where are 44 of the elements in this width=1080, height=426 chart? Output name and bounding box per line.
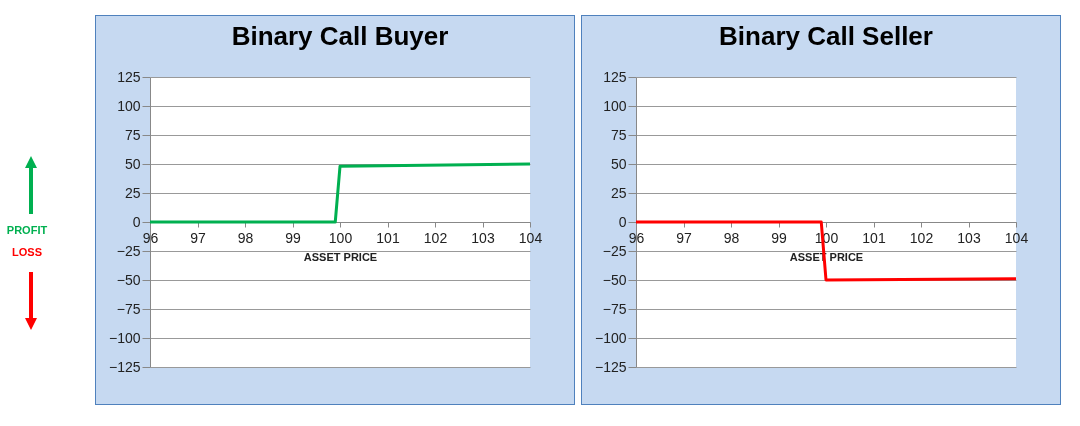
y-tick-label: 75 [610, 126, 627, 143]
x-tick-label: 99 [771, 229, 787, 246]
y-tick-label: −25 [116, 242, 141, 259]
y-tick-label: 125 [117, 68, 141, 85]
x-tick-label: 101 [376, 229, 400, 246]
x-tick-label: 100 [328, 229, 353, 246]
x-tick-label: 98 [723, 229, 740, 246]
y-tick-label: 50 [610, 155, 627, 172]
y-tick-label: −100 [594, 329, 627, 346]
x-tick-label: 103 [471, 229, 495, 246]
y-tick-label: −100 [108, 329, 141, 346]
x-tick-label: 104 [518, 229, 543, 246]
y-tick-label: 75 [124, 126, 141, 143]
chart-title: Binary Call Seller [719, 21, 933, 51]
y-tick-label: 0 [618, 213, 627, 230]
x-tick-label: 96 [628, 229, 645, 246]
y-tick-label: −50 [116, 271, 141, 288]
text: LOSS [11, 246, 43, 258]
y-tick-label: −75 [602, 300, 627, 317]
y-tick-label: 0 [132, 213, 141, 230]
y-tick-label: −125 [108, 358, 141, 375]
y-tick-label: 100 [603, 97, 627, 114]
x-tick-label: 102 [909, 229, 934, 246]
x-tick-label: 99 [285, 229, 301, 246]
y-tick-label: 100 [117, 97, 141, 114]
y-tick-label: 50 [124, 155, 141, 172]
text: PROFIT [5, 224, 49, 236]
x-tick-label: 103 [957, 229, 981, 246]
x-tick-label: 97 [676, 229, 692, 246]
x-tick-label: 101 [862, 229, 886, 246]
y-tick-label: 25 [124, 184, 141, 201]
y-tick-label: 125 [603, 68, 627, 85]
y-tick-label: −125 [594, 358, 627, 375]
x-tick-label: 104 [1004, 229, 1029, 246]
x-axis-title: ASSET PRICE [303, 250, 378, 263]
x-tick-label: 96 [142, 229, 159, 246]
y-tick-label: −25 [602, 242, 627, 259]
y-tick-label: −75 [116, 300, 141, 317]
chart-title: Binary Call Buyer [231, 21, 449, 51]
x-tick-label: 98 [237, 229, 254, 246]
y-tick-label: −50 [602, 271, 627, 288]
x-tick-label: 97 [190, 229, 206, 246]
x-tick-label: 102 [423, 229, 448, 246]
y-tick-label: 25 [610, 184, 627, 201]
